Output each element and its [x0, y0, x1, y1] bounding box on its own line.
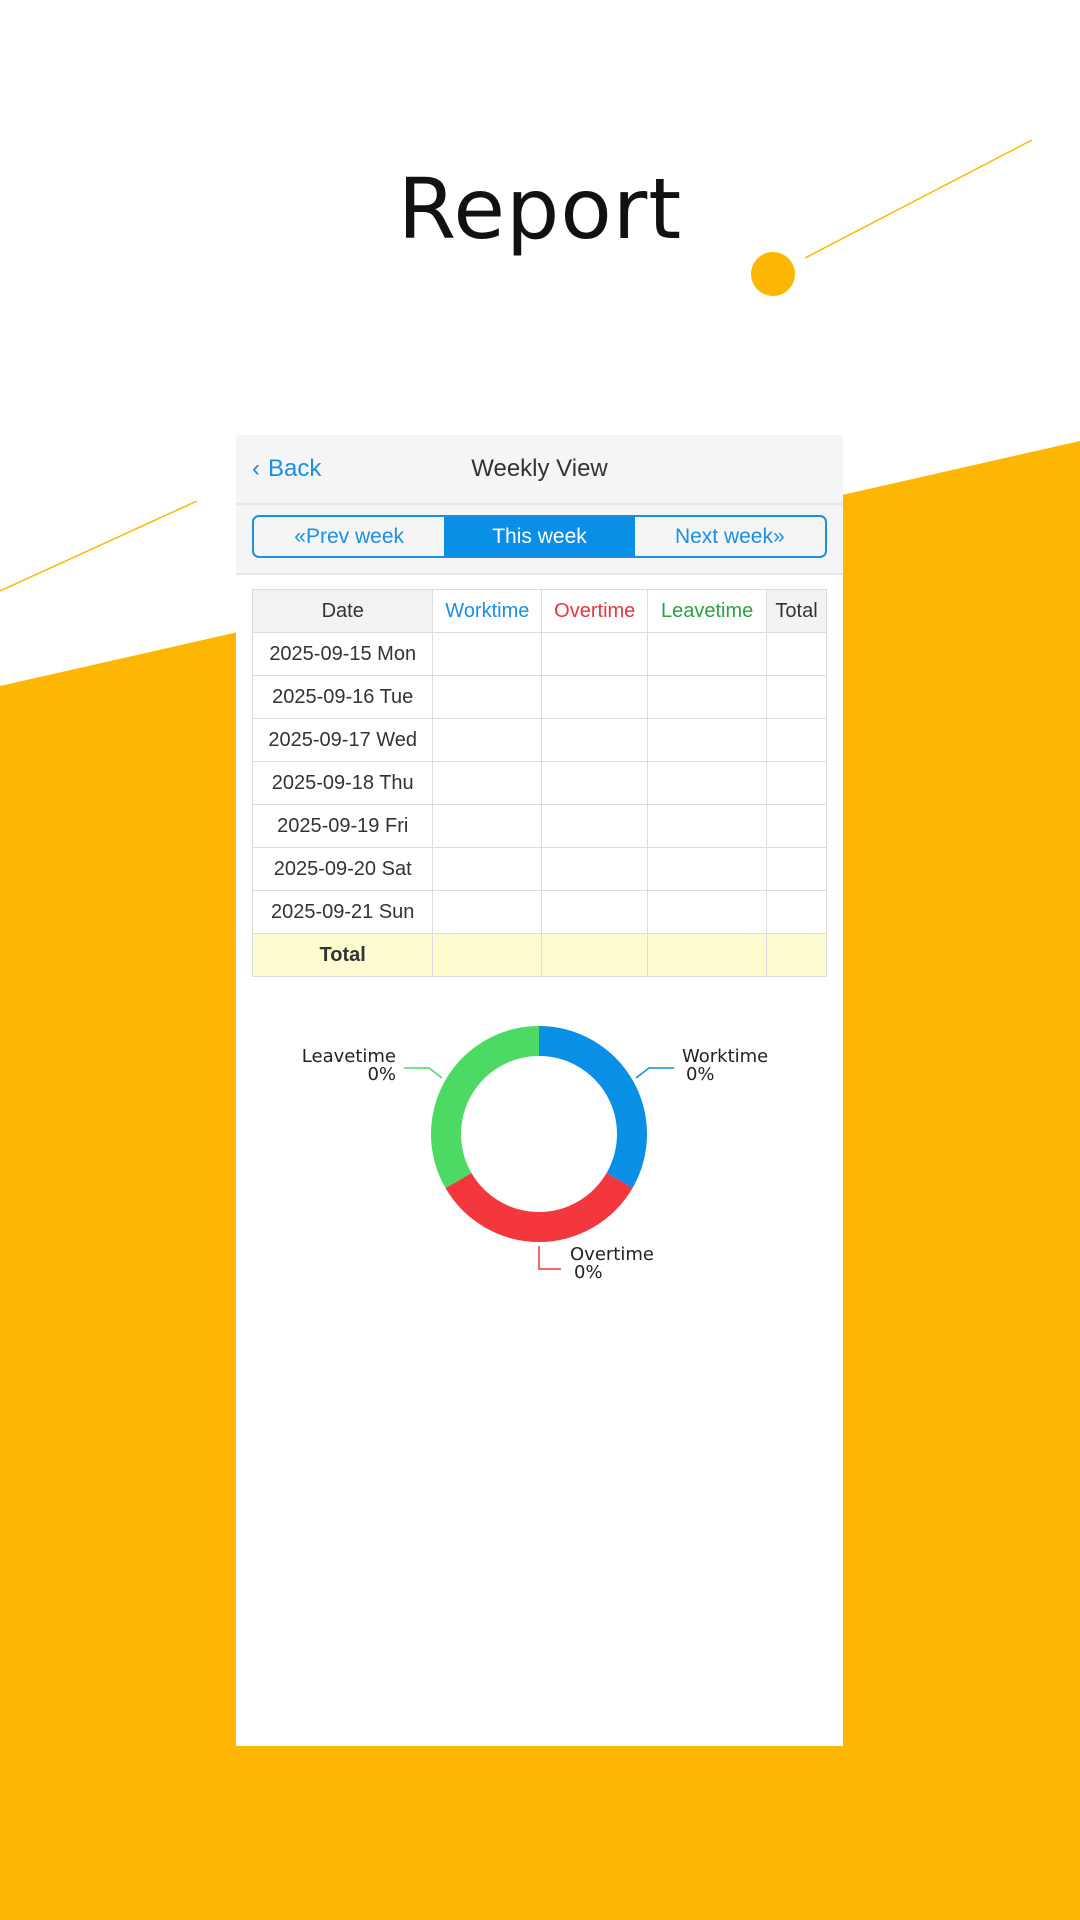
- date-cell: 2025-09-19 Fri: [251, 804, 434, 848]
- worktime-cell: [432, 804, 543, 848]
- nav-header: ‹ Back Weekly View: [236, 435, 843, 505]
- week-nav-bar: «Prev week This week Next week»: [236, 505, 843, 575]
- next-week-button[interactable]: Next week»: [674, 525, 785, 548]
- leavetime-cell: [647, 718, 768, 762]
- total-cell: [766, 718, 827, 762]
- page-title: Report: [397, 160, 683, 258]
- total-cell: [766, 847, 827, 891]
- screen-title: Weekly View: [471, 455, 608, 482]
- col-leavetime: Leavetime: [647, 589, 768, 633]
- label-leader-worktime: [635, 1067, 674, 1079]
- table-row[interactable]: 2025-09-15 Mon: [251, 632, 827, 676]
- overtime-cell: [541, 675, 649, 719]
- donut-slice-overtime[interactable]: [445, 1173, 633, 1242]
- chevron-left-icon: ‹: [252, 455, 260, 482]
- slice-label-leavetime: Leavetime: [302, 1046, 396, 1067]
- worktime-cell: [432, 847, 543, 891]
- total-cell: [766, 632, 827, 676]
- overtime-cell: [541, 847, 649, 891]
- table-row[interactable]: 2025-09-18 Thu: [251, 761, 827, 805]
- overtime-cell: [541, 890, 649, 934]
- leavetime-total: [647, 933, 768, 977]
- decor-line-left: [0, 500, 198, 592]
- date-cell: 2025-09-21 Sun: [251, 890, 434, 934]
- leavetime-cell: [647, 890, 768, 934]
- col-worktime: Worktime: [432, 589, 543, 633]
- table-row[interactable]: 2025-09-17 Wed: [251, 718, 827, 762]
- table-row[interactable]: 2025-09-21 Sun: [251, 890, 827, 934]
- week-segmented-control: «Prev week This week Next week»: [252, 515, 827, 558]
- slice-percent-overtime: 0%: [574, 1262, 603, 1283]
- worktime-cell: [432, 890, 543, 934]
- phone-screen: ‹ Back Weekly View «Prev week This week N…: [236, 435, 843, 1746]
- date-cell: 2025-09-17 Wed: [251, 718, 434, 762]
- decor-dot: [751, 252, 795, 296]
- leavetime-cell: [647, 761, 768, 805]
- col-total: Total: [766, 589, 827, 633]
- leavetime-cell: [647, 804, 768, 848]
- worktime-total: [432, 933, 543, 977]
- prev-week-button[interactable]: «Prev week: [294, 525, 405, 548]
- date-cell: 2025-09-16 Tue: [251, 675, 434, 719]
- worktime-cell: [432, 675, 543, 719]
- this-week-button[interactable]: This week: [444, 517, 635, 556]
- total-cell: [766, 675, 827, 719]
- overtime-cell: [541, 761, 649, 805]
- label-leader-leavetime: [404, 1067, 443, 1079]
- total-row: Total: [251, 933, 827, 977]
- leavetime-cell: [647, 675, 768, 719]
- overtime-cell: [541, 632, 649, 676]
- worktime-cell: [432, 718, 543, 762]
- date-cell: 2025-09-20 Sat: [251, 847, 434, 891]
- grand-total: [766, 933, 827, 977]
- donut-slice-worktime[interactable]: [539, 1026, 647, 1188]
- leavetime-cell: [647, 632, 768, 676]
- date-cell: 2025-09-15 Mon: [251, 632, 434, 676]
- decor-line-right: [804, 139, 1033, 259]
- date-cell: 2025-09-18 Thu: [251, 761, 434, 805]
- total-cell: [766, 804, 827, 848]
- worktime-cell: [432, 632, 543, 676]
- overtime-cell: [541, 718, 649, 762]
- total-label: Total: [251, 933, 434, 977]
- total-cell: [766, 761, 827, 805]
- total-cell: [766, 890, 827, 934]
- leavetime-cell: [647, 847, 768, 891]
- table-row[interactable]: 2025-09-20 Sat: [251, 847, 827, 891]
- slice-label-worktime: Worktime: [682, 1046, 768, 1067]
- table-row[interactable]: 2025-09-16 Tue: [251, 675, 827, 719]
- overtime-cell: [541, 804, 649, 848]
- col-overtime: Overtime: [541, 589, 649, 633]
- slice-percent-worktime: 0%: [686, 1064, 715, 1085]
- col-date: Date: [251, 589, 434, 633]
- table-row[interactable]: 2025-09-19 Fri: [251, 804, 827, 848]
- back-label: Back: [268, 455, 322, 482]
- slice-label-overtime: Overtime: [570, 1244, 654, 1265]
- back-button[interactable]: ‹ Back: [252, 455, 329, 483]
- label-leader-overtime: [538, 1246, 561, 1270]
- overtime-total: [541, 933, 649, 977]
- slice-percent-leavetime: 0%: [367, 1064, 396, 1085]
- donut-slice-leavetime[interactable]: [431, 1026, 539, 1188]
- worktime-cell: [432, 761, 543, 805]
- weekly-table: Date Worktime Overtime Leavetime Total 2…: [251, 589, 827, 977]
